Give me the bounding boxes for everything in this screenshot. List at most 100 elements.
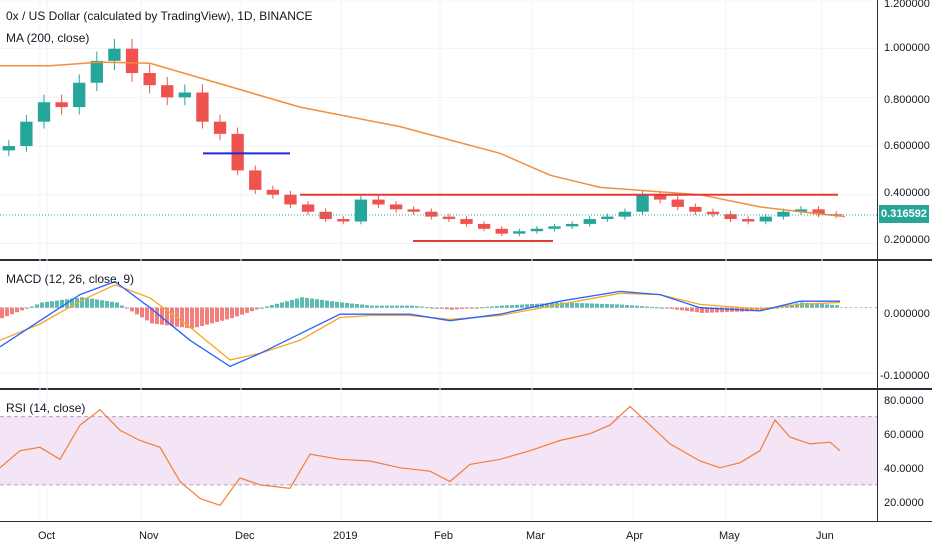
candle-body (513, 231, 526, 234)
macd-histogram-bar (625, 304, 629, 308)
macd-histogram-bar (440, 307, 444, 309)
macd-histogram-bar (590, 303, 594, 308)
ma-200-line (0, 61, 846, 218)
macd-histogram-bar (565, 302, 569, 308)
macd-histogram-bar (645, 306, 649, 308)
rsi-band (0, 416, 877, 485)
macd-histogram-bar (115, 302, 119, 308)
price-tick: 0.800000 (884, 94, 930, 106)
candle-body (565, 223, 579, 227)
candle-body (794, 209, 808, 212)
macd-histogram-bar (640, 306, 644, 308)
candle-body (548, 226, 561, 229)
macd-histogram-bar (420, 306, 424, 308)
macd-histogram-bar (805, 302, 809, 308)
macd-histogram-bar (685, 307, 689, 311)
macd-histogram-bar (450, 307, 454, 310)
macd-histogram-bar (290, 299, 294, 308)
macd-histogram-bar (500, 305, 504, 308)
macd-histogram-bar (720, 307, 724, 313)
macd-histogram-bar (165, 307, 169, 326)
macd-histogram-bar (605, 304, 609, 308)
macd-histogram-bar (0, 307, 4, 319)
macd-tick: -0.100000 (880, 370, 930, 382)
symbol-title[interactable]: 0x / US Dollar (calculated by TradingVie… (6, 9, 313, 23)
macd-histogram-bar (190, 307, 194, 329)
macd-histogram-bar (350, 303, 354, 308)
candle-body (20, 121, 33, 147)
candle-body (495, 228, 508, 234)
macd-histogram-bar (715, 307, 719, 313)
candle-body (407, 209, 420, 212)
pane-separator-price-macd[interactable] (0, 259, 932, 261)
macd-histogram-bar (130, 307, 134, 312)
macd-histogram-bar (90, 298, 94, 308)
rsi-tick: 80.0000 (884, 395, 924, 407)
candle-body (389, 204, 403, 210)
macd-signal-line (0, 284, 841, 361)
macd-histogram-bar (15, 307, 19, 313)
macd-histogram-bar (800, 302, 804, 308)
macd-histogram-bar (105, 300, 109, 308)
rsi-tick: 60.0000 (884, 429, 924, 441)
candle-body (636, 194, 649, 212)
price-tick: 1.200000 (884, 0, 930, 10)
candle-body (178, 92, 192, 98)
macd-histogram-bar (745, 307, 749, 312)
macd-histogram-bar (410, 305, 414, 308)
macd-histogram-bar (5, 307, 9, 317)
macd-histogram-bar (530, 304, 534, 308)
rsi-tick: 40.0000 (884, 463, 924, 475)
time-tick: Feb (434, 530, 453, 542)
time-tick: Nov (139, 530, 159, 542)
ma-indicator-label[interactable]: MA (200, close) (6, 31, 90, 45)
pane-separator-macd-rsi[interactable] (0, 388, 932, 390)
pane-separator-rsi-timeaxis (0, 521, 932, 522)
macd-histogram-bar (830, 304, 834, 308)
macd-histogram-bar (95, 299, 99, 308)
candle-body (372, 199, 385, 205)
macd-histogram-bar (575, 302, 579, 308)
macd-histogram-bar (505, 305, 509, 308)
macd-histogram-bar (100, 300, 104, 308)
macd-histogram-bar (705, 307, 709, 313)
macd-histogram-bar (400, 305, 404, 308)
macd-histogram-bar (120, 305, 124, 308)
macd-histogram-bar (35, 304, 39, 308)
time-tick: Oct (38, 530, 56, 542)
macd-histogram-bar (145, 307, 149, 321)
last-price-badge: 0.316592 (879, 205, 929, 223)
macd-histogram-bar (335, 301, 339, 308)
rsi-indicator-label[interactable]: RSI (14, close) (6, 401, 86, 415)
candle-body (742, 219, 755, 222)
macd-histogram-bar (140, 307, 144, 318)
macd-histogram-bar (725, 307, 729, 313)
candle-body (671, 199, 684, 207)
macd-histogram-bar (495, 306, 499, 308)
candle-body (812, 209, 825, 215)
candle-body (319, 211, 332, 220)
candle-body (653, 194, 667, 200)
macd-histogram-bar (185, 307, 189, 328)
macd-histogram-bar (240, 307, 244, 315)
macd-histogram-bar (690, 307, 694, 312)
macd-histogram-bar (85, 297, 89, 308)
macd-histogram-bar (635, 305, 639, 308)
candle-body (583, 219, 596, 224)
candle-body (301, 204, 315, 212)
candle-body (284, 194, 297, 205)
macd-histogram-bar (560, 302, 564, 308)
macd-histogram-bar (10, 307, 14, 315)
macd-histogram-bar (150, 307, 154, 324)
candle-body (759, 216, 772, 222)
macd-histogram-bar (405, 305, 409, 308)
macd-histogram-bar (780, 306, 784, 308)
macd-histogram-bar (680, 307, 684, 311)
macd-indicator-label[interactable]: MACD (12, 26, close, 9) (6, 272, 135, 286)
candle-body (460, 219, 473, 224)
price-tick: 0.600000 (884, 140, 930, 152)
time-tick: Jun (816, 530, 834, 542)
macd-histogram-bar (50, 301, 54, 308)
macd-histogram-bar (285, 301, 289, 308)
